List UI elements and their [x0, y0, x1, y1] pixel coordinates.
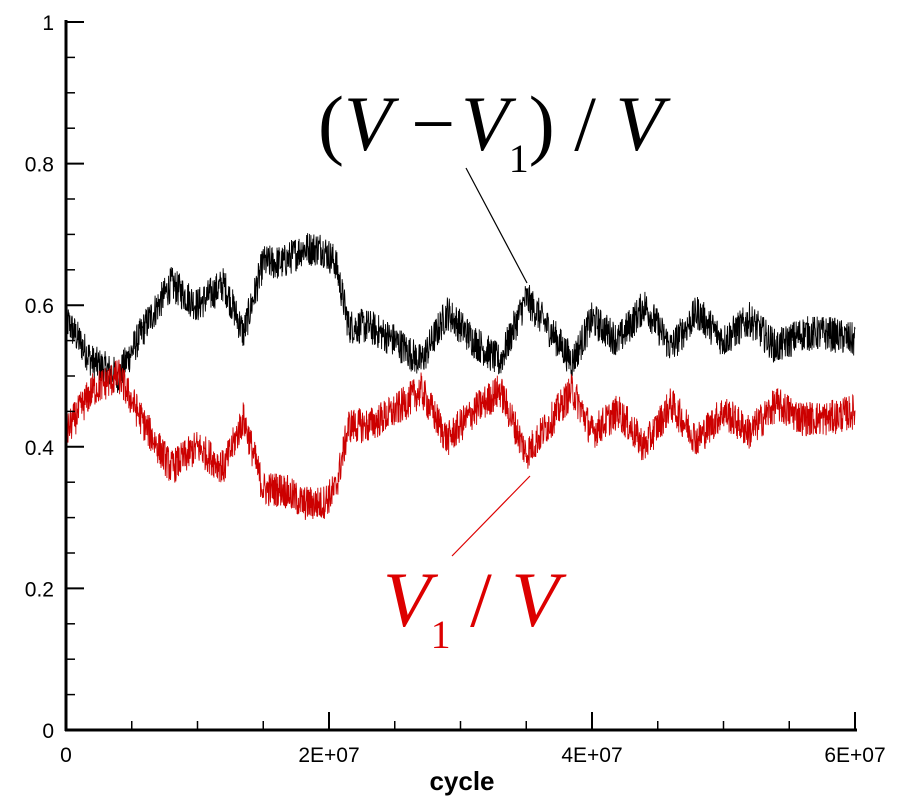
ann0-open-paren: (: [318, 80, 344, 167]
ann0-close-paren: ): [529, 80, 555, 167]
annotation-series-1: V1 / V: [383, 475, 567, 657]
leader-line-series-1: [451, 475, 531, 557]
y-tick-label: 0.8: [25, 154, 54, 177]
annotation-label-series-0: (V −V1) / V: [318, 80, 671, 181]
y-tick-label: 1: [42, 12, 54, 35]
ann0-v: V: [344, 80, 400, 167]
ann0-minus: −: [392, 80, 456, 167]
plot-lines: [65, 233, 856, 520]
ann0-v-denominator: V: [615, 80, 671, 167]
y-tick-label: 0.2: [25, 578, 54, 601]
x-axis-title: cycle: [429, 766, 494, 796]
ann0-subscript-1: 1: [509, 136, 529, 181]
annotation-series-0: (V −V1) / V: [318, 80, 671, 284]
leader-line-series-0: [465, 167, 528, 284]
ann1-v-denominator: V: [511, 556, 567, 643]
x-tick-label: 4E+07: [561, 744, 622, 767]
y-tick-label: 0.4: [25, 437, 55, 460]
series-line-1: [65, 359, 856, 520]
ticks: 0 2E+07 4E+07 6E+07 0 0.2 0.4 0.6 0.8 1: [25, 12, 886, 767]
ann1-subscript-1: 1: [431, 612, 451, 657]
ann1-slash: /: [451, 556, 512, 643]
ann0-slash: /: [555, 80, 616, 167]
y-tick-label: 0: [42, 720, 54, 743]
x-tick-label: 6E+07: [824, 744, 885, 767]
ann0-v1: V: [461, 80, 517, 167]
annotation-label-series-1: V1 / V: [383, 556, 567, 657]
x-tick-label: 2E+07: [298, 744, 359, 767]
ann1-v1: V: [383, 556, 439, 643]
series-line-0: [65, 233, 856, 393]
y-tick-label: 0.6: [25, 295, 54, 318]
x-tick-label: 0: [60, 744, 72, 767]
